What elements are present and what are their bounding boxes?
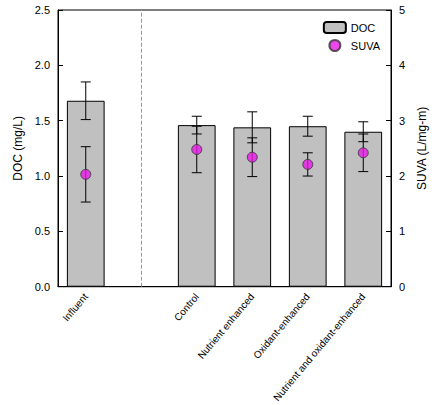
- svg-text:Nutrient and oxidant-enhanced: Nutrient and oxidant-enhanced: [271, 291, 367, 403]
- svg-text:Influent: Influent: [60, 291, 90, 323]
- svg-text:5: 5: [399, 4, 405, 16]
- svg-text:3: 3: [399, 115, 405, 127]
- svg-text:2.0: 2.0: [35, 59, 50, 71]
- svg-text:1.5: 1.5: [35, 115, 50, 127]
- svg-text:1.0: 1.0: [35, 170, 50, 182]
- svg-text:2.5: 2.5: [35, 4, 50, 16]
- svg-text:Nutrient enhanced: Nutrient enhanced: [195, 291, 256, 361]
- svg-text:4: 4: [399, 59, 405, 71]
- svg-text:SUVA (L/mg-m): SUVA (L/mg-m): [415, 107, 429, 190]
- svg-text:Oxidant-enhanced: Oxidant-enhanced: [251, 291, 312, 361]
- svg-text:2: 2: [399, 170, 405, 182]
- svg-text:0.0: 0.0: [35, 281, 50, 293]
- svg-text:0.5: 0.5: [35, 225, 50, 237]
- svg-text:DOC (mg/L): DOC (mg/L): [11, 116, 25, 181]
- svg-text:1: 1: [399, 225, 405, 237]
- svg-text:SUVA: SUVA: [351, 40, 381, 52]
- svg-text:DOC: DOC: [351, 22, 376, 34]
- svg-text:Control: Control: [172, 291, 201, 323]
- svg-text:0: 0: [399, 281, 405, 293]
